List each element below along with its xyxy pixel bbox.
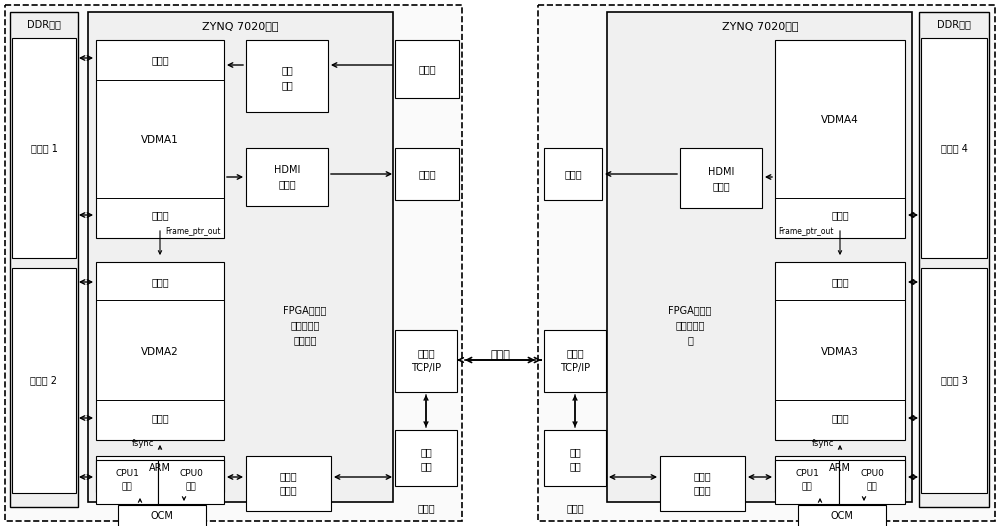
Text: 接收端: 接收端 (566, 503, 584, 513)
Bar (775, 460, 839, 504)
Bar (775, 456, 905, 492)
Text: VDMA1: VDMA1 (141, 135, 179, 145)
Bar (660, 456, 745, 511)
Bar (775, 262, 905, 440)
Text: 采集: 采集 (281, 80, 293, 90)
Bar (96, 40, 224, 238)
Text: 缓冲区 3: 缓冲区 3 (941, 375, 967, 385)
Text: 网卡: 网卡 (420, 447, 432, 457)
Bar (10, 12, 78, 507)
Text: 芯片: 芯片 (420, 461, 432, 471)
Text: 控制器: 控制器 (693, 485, 711, 495)
Text: 以太网: 以太网 (279, 471, 297, 481)
Text: fsync: fsync (812, 440, 834, 449)
Bar (96, 456, 224, 492)
Bar (921, 38, 987, 258)
Text: 缓冲区 4: 缓冲区 4 (941, 143, 967, 153)
Text: 读通道: 读通道 (151, 277, 169, 287)
Bar (158, 460, 224, 504)
Text: 读通道: 读通道 (151, 210, 169, 220)
Text: HDMI: HDMI (708, 167, 734, 177)
Text: OCM: OCM (831, 511, 853, 521)
Text: 网卡: 网卡 (569, 447, 581, 457)
Text: FPGA完成视: FPGA完成视 (283, 305, 327, 315)
Text: DDR内存: DDR内存 (27, 19, 61, 29)
Bar (544, 430, 606, 486)
Text: fsync: fsync (132, 440, 154, 449)
Text: 写通道: 写通道 (151, 55, 169, 65)
Text: 发送端: 发送端 (417, 503, 435, 513)
Bar (775, 40, 905, 238)
Bar (395, 430, 457, 486)
Bar (395, 148, 459, 200)
Text: 路由器: 路由器 (566, 348, 584, 358)
Text: 摄像头: 摄像头 (418, 64, 436, 74)
Bar (96, 262, 224, 440)
Text: ARM: ARM (149, 463, 171, 473)
Text: OCM: OCM (151, 511, 173, 521)
Text: 视频: 视频 (281, 65, 293, 75)
Text: 路由器: 路由器 (417, 348, 435, 358)
Text: 解密: 解密 (802, 482, 812, 491)
Text: 控制器: 控制器 (278, 179, 296, 189)
Text: 写通道: 写通道 (151, 413, 169, 423)
Text: CPU0: CPU0 (179, 470, 203, 479)
Bar (395, 330, 457, 392)
Text: 加密: 加密 (122, 482, 132, 491)
Text: 显示器: 显示器 (418, 169, 436, 179)
Bar (544, 148, 602, 200)
Text: 缓冲区 1: 缓冲区 1 (31, 143, 57, 153)
Bar (607, 12, 912, 502)
Text: 以太网: 以太网 (693, 471, 711, 481)
Text: 发送: 发送 (186, 482, 196, 491)
Text: TCP/IP: TCP/IP (560, 363, 590, 373)
Text: CPU1: CPU1 (795, 470, 819, 479)
Text: 芯片: 芯片 (569, 461, 581, 471)
Text: 控制器: 控制器 (279, 485, 297, 495)
Text: Frame_ptr_out: Frame_ptr_out (778, 228, 834, 237)
Text: 示和发送: 示和发送 (293, 335, 317, 345)
Text: TCP/IP: TCP/IP (411, 363, 441, 373)
Bar (96, 460, 158, 504)
Text: CPU0: CPU0 (860, 470, 884, 479)
Text: VDMA2: VDMA2 (141, 347, 179, 357)
Text: 缓冲区 2: 缓冲区 2 (30, 375, 58, 385)
Text: CPU1: CPU1 (115, 470, 139, 479)
Bar (798, 505, 886, 526)
Text: Frame_ptr_out: Frame_ptr_out (165, 228, 220, 237)
Bar (919, 12, 989, 507)
Bar (538, 5, 995, 521)
Bar (246, 40, 328, 112)
Bar (12, 38, 76, 258)
Text: VDMA4: VDMA4 (821, 115, 859, 125)
Bar (544, 330, 606, 392)
Text: ARM: ARM (829, 463, 851, 473)
Bar (921, 268, 987, 493)
Bar (395, 40, 459, 98)
Text: ZYNQ 7020芯片: ZYNQ 7020芯片 (202, 21, 278, 31)
Bar (12, 268, 76, 493)
Bar (88, 12, 393, 502)
Text: ZYNQ 7020芯片: ZYNQ 7020芯片 (722, 21, 798, 31)
Text: 频显示和接: 频显示和接 (675, 320, 705, 330)
Text: 显示器: 显示器 (564, 169, 582, 179)
Text: 读通道: 读通道 (831, 413, 849, 423)
Text: 存储: 存储 (867, 482, 877, 491)
Text: 广域网: 广域网 (490, 350, 510, 360)
Bar (246, 456, 331, 511)
Bar (246, 148, 328, 206)
Text: 写通道: 写通道 (831, 277, 849, 287)
Text: 频的采集显: 频的采集显 (290, 320, 320, 330)
Bar (5, 5, 462, 521)
Text: 读通道: 读通道 (831, 210, 849, 220)
Text: 收: 收 (687, 335, 693, 345)
Text: HDMI: HDMI (274, 165, 300, 175)
Bar (118, 505, 206, 526)
Bar (839, 460, 905, 504)
Text: FPGA完成视: FPGA完成视 (668, 305, 712, 315)
Text: DDR内存: DDR内存 (937, 19, 971, 29)
Text: 控制器: 控制器 (712, 181, 730, 191)
Bar (680, 148, 762, 208)
Text: VDMA3: VDMA3 (821, 347, 859, 357)
